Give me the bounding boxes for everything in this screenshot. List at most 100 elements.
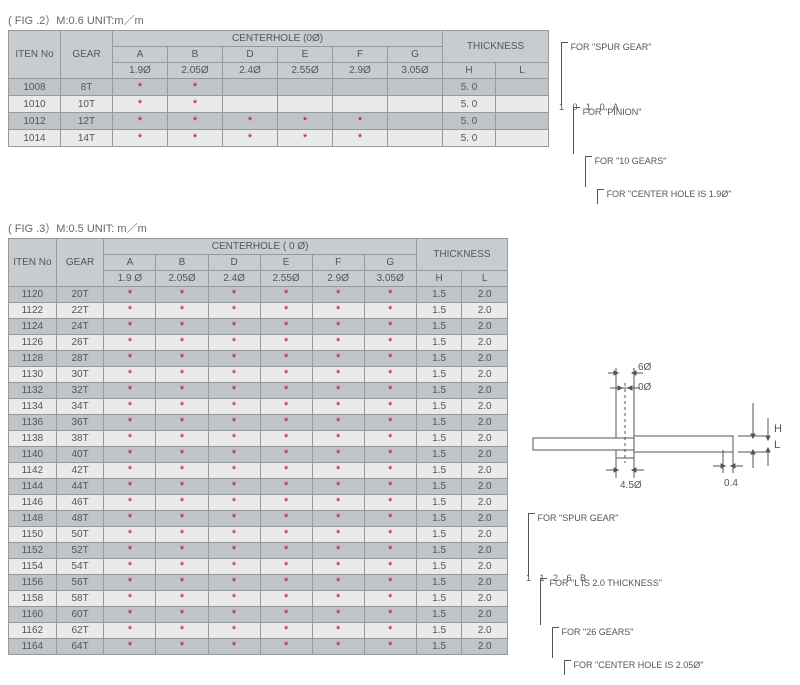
cell: 2.0 — [462, 287, 508, 303]
cell: 2.0 — [462, 367, 508, 383]
hdr-thickness: THICKNESS — [443, 31, 549, 63]
star-icon: * — [284, 368, 288, 380]
cell: * — [260, 639, 312, 655]
table-row: 101010T**5. 0 — [9, 96, 549, 113]
cell: 2.0 — [462, 303, 508, 319]
star-icon: * — [128, 560, 132, 572]
star-icon: * — [180, 560, 184, 572]
cell: 1.5 — [416, 543, 462, 559]
hdr-iten: ITEN No — [9, 31, 61, 79]
star-icon: * — [180, 400, 184, 412]
table-row: 114040T******1.52.0 — [9, 447, 508, 463]
cell: * — [104, 511, 156, 527]
star-icon: * — [232, 576, 236, 588]
cell: * — [208, 287, 260, 303]
cell: 1140 — [9, 447, 57, 463]
cell: * — [156, 351, 208, 367]
star-icon: * — [180, 528, 184, 540]
cell: * — [156, 527, 208, 543]
cell: 22T — [56, 303, 104, 319]
cell: 1.5 — [416, 511, 462, 527]
cell: * — [260, 287, 312, 303]
cell: * — [364, 479, 416, 495]
star-icon: * — [336, 560, 340, 572]
cell: 1.5 — [416, 335, 462, 351]
cell: * — [156, 639, 208, 655]
star-icon: * — [388, 368, 392, 380]
star-icon: * — [232, 512, 236, 524]
cell: * — [113, 79, 168, 96]
cell: * — [364, 335, 416, 351]
hdr-gear: GEAR — [61, 31, 113, 79]
cell: * — [156, 511, 208, 527]
star-icon: * — [284, 576, 288, 588]
cell: * — [156, 591, 208, 607]
cell: 1.5 — [416, 463, 462, 479]
star-icon: * — [180, 304, 184, 316]
cell: 1.5 — [416, 607, 462, 623]
cell: * — [156, 383, 208, 399]
star-icon: * — [232, 336, 236, 348]
cell: * — [312, 287, 364, 303]
cell: * — [104, 527, 156, 543]
col-header: B — [156, 255, 208, 271]
cell: * — [208, 335, 260, 351]
star-icon: * — [388, 416, 392, 428]
star-icon: * — [336, 528, 340, 540]
star-icon: * — [232, 624, 236, 636]
star-icon: * — [388, 384, 392, 396]
cell: * — [104, 287, 156, 303]
cell: * — [156, 415, 208, 431]
star-icon: * — [284, 592, 288, 604]
cell: 2.0 — [462, 591, 508, 607]
cell: 2.0 — [462, 495, 508, 511]
star-icon: * — [336, 480, 340, 492]
cell: 14T — [61, 130, 113, 147]
cell: 1124 — [9, 319, 57, 335]
star-icon: * — [180, 576, 184, 588]
star-icon: * — [128, 512, 132, 524]
cell: 42T — [56, 463, 104, 479]
cell: * — [312, 399, 364, 415]
fig2-table: ITEN No GEAR CENTERHOLE (0Ø) THICKNESS A… — [8, 30, 549, 147]
cell: 2.0 — [462, 479, 508, 495]
cell: 2.0 — [462, 511, 508, 527]
star-icon: * — [388, 576, 392, 588]
cell: * — [104, 319, 156, 335]
col-header: F — [333, 47, 388, 63]
cell: * — [156, 303, 208, 319]
cell: * — [312, 511, 364, 527]
cell: * — [364, 591, 416, 607]
cell: * — [364, 447, 416, 463]
dim-header: 2.9Ø — [312, 271, 364, 287]
star-icon: * — [284, 544, 288, 556]
star-icon: * — [336, 576, 340, 588]
cell: * — [312, 591, 364, 607]
star-icon: * — [128, 304, 132, 316]
cell: 1008 — [9, 79, 61, 96]
star-icon: * — [232, 304, 236, 316]
cell: 28T — [56, 351, 104, 367]
cell: 62T — [56, 623, 104, 639]
cell: * — [156, 431, 208, 447]
cell: 5. 0 — [443, 96, 496, 113]
cell: * — [208, 639, 260, 655]
cell: * — [312, 415, 364, 431]
cell: * — [260, 399, 312, 415]
col-header: G — [388, 47, 443, 63]
hdr-iten3: ITEN No — [9, 239, 57, 287]
hdr-centerhole: CENTERHOLE (0Ø) — [113, 31, 443, 47]
star-icon: * — [128, 448, 132, 460]
star-icon: * — [232, 432, 236, 444]
cell: 2.0 — [462, 319, 508, 335]
cell: * — [260, 559, 312, 575]
star-icon: * — [358, 115, 362, 127]
star-icon: * — [388, 464, 392, 476]
cell: 1.5 — [416, 415, 462, 431]
star-icon: * — [336, 368, 340, 380]
cell: * — [260, 607, 312, 623]
star-icon: * — [284, 288, 288, 300]
cell: 1138 — [9, 431, 57, 447]
star-icon: * — [128, 528, 132, 540]
star-icon: * — [128, 624, 132, 636]
